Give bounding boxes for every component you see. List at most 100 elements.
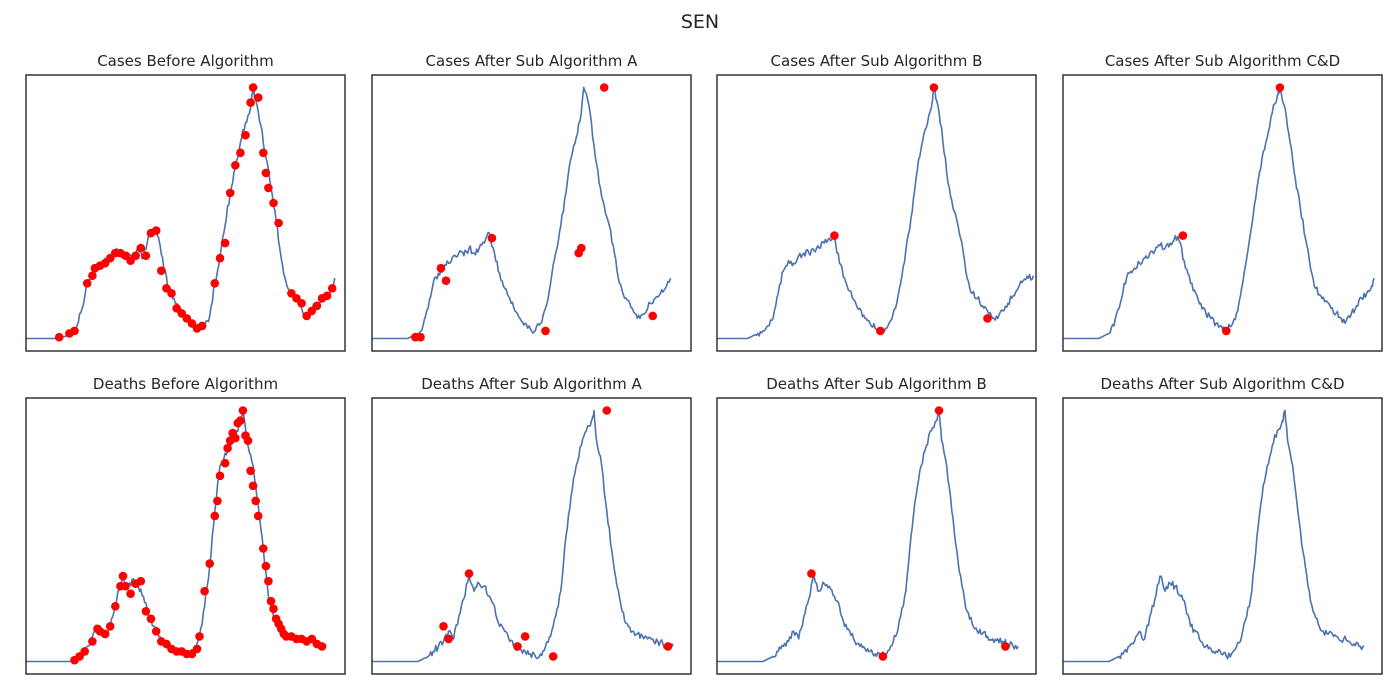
- subplot-grid: Cases Before Algorithm Cases After Sub Al…: [25, 52, 1383, 675]
- subplot-title: Deaths After Sub Algorithm B: [766, 375, 987, 393]
- subplot-title: Cases After Sub Algorithm C&D: [1105, 52, 1340, 70]
- peak-marker: [200, 586, 209, 596]
- peak-marker: [416, 332, 425, 342]
- series-line: [717, 86, 1035, 340]
- subplot-title: Cases After Sub Algorithm A: [426, 52, 639, 70]
- peak-marker: [246, 98, 255, 107]
- subplot-5: Deaths Before Algorithm: [25, 375, 346, 675]
- peak-marker: [876, 326, 885, 336]
- peak-marker: [210, 279, 220, 288]
- peak-marker: [1001, 642, 1010, 651]
- axes-frame: [716, 397, 1037, 675]
- peak-marker: [1222, 326, 1231, 336]
- peak-marker: [136, 243, 146, 253]
- subplot-4: Cases After Sub Algorithm C&D: [1062, 52, 1383, 352]
- peak-marker: [151, 627, 161, 636]
- peak-marker: [436, 263, 446, 273]
- peak-marker: [983, 314, 992, 323]
- peak-marker: [121, 581, 130, 591]
- subplot-title: Deaths After Sub Algorithm C&D: [1101, 375, 1345, 393]
- peak-marker: [444, 634, 453, 644]
- peak-marker: [1275, 83, 1285, 92]
- subplot-1: Cases Before Algorithm: [25, 52, 346, 352]
- axes-frame: [371, 397, 692, 675]
- peak-marker: [54, 332, 64, 342]
- series-line: [372, 409, 674, 663]
- peak-marker: [264, 183, 273, 193]
- peak-marker: [259, 148, 268, 158]
- peak-marker: [118, 571, 128, 581]
- peak-marker: [82, 279, 92, 288]
- peak-marker: [548, 652, 558, 661]
- peak-marker: [80, 647, 89, 656]
- peak-marker: [934, 406, 944, 415]
- peak-marker: [223, 443, 232, 453]
- peak-marker: [111, 602, 120, 611]
- peak-marker: [236, 416, 245, 425]
- subplot-title: Cases After Sub Algorithm B: [771, 52, 983, 70]
- peak-marker: [70, 326, 79, 336]
- peak-marker: [213, 496, 222, 506]
- subplot-title: Deaths Before Algorithm: [93, 375, 278, 393]
- peak-marker: [259, 544, 268, 553]
- subplot-6: Deaths After Sub Algorithm A: [371, 375, 692, 675]
- peak-marker: [141, 607, 151, 616]
- peak-marker: [126, 589, 135, 598]
- peak-marker: [88, 637, 97, 646]
- peak-marker: [157, 266, 166, 276]
- subplot-3: Cases After Sub Algorithm B: [716, 52, 1037, 352]
- series-line: [1063, 86, 1375, 340]
- peak-marker: [269, 198, 278, 208]
- peak-marker: [248, 481, 258, 491]
- axes-frame: [371, 74, 692, 352]
- peak-marker: [807, 569, 816, 578]
- figure-suptitle: SEN: [681, 11, 719, 33]
- peak-marker: [251, 496, 260, 506]
- peak-marker: [327, 284, 337, 293]
- peak-marker: [929, 83, 939, 92]
- peak-marker: [1178, 231, 1188, 240]
- axes-frame: [25, 74, 346, 352]
- peak-marker: [220, 458, 230, 468]
- peak-marker: [167, 289, 176, 298]
- peak-marker: [261, 561, 271, 571]
- peak-marker: [830, 231, 839, 240]
- peak-marker: [225, 188, 235, 198]
- subplot-title: Cases Before Algorithm: [97, 52, 274, 70]
- peak-marker: [312, 301, 322, 311]
- peak-marker: [231, 161, 240, 170]
- peak-marker: [513, 642, 522, 651]
- peak-marker: [274, 218, 283, 228]
- peak-marker: [215, 253, 225, 263]
- peak-marker: [269, 604, 278, 614]
- peak-marker: [205, 559, 214, 568]
- series-line: [26, 86, 336, 340]
- peak-marker: [88, 271, 97, 281]
- peak-marker: [577, 243, 586, 253]
- peak-marker: [322, 291, 332, 301]
- axes-frame: [25, 397, 346, 675]
- peak-marker: [210, 511, 220, 521]
- peak-marker: [648, 311, 657, 321]
- axes-frame: [716, 74, 1037, 352]
- series-line: [1063, 409, 1365, 663]
- peak-marker: [192, 644, 202, 654]
- peak-marker: [261, 168, 271, 178]
- peak-marker: [146, 614, 156, 624]
- peak-marker: [195, 632, 204, 641]
- peak-marker: [439, 622, 448, 631]
- peak-marker: [264, 576, 273, 586]
- peak-marker: [541, 326, 550, 336]
- peak-marker: [141, 251, 151, 260]
- peak-marker: [197, 321, 207, 331]
- peak-marker: [253, 93, 263, 102]
- peak-marker: [441, 276, 451, 286]
- peak-marker: [131, 251, 140, 260]
- peak-marker: [487, 233, 497, 243]
- peak-marker: [297, 299, 306, 308]
- axes-frame: [1062, 397, 1383, 675]
- series-line: [717, 409, 1019, 663]
- peak-marker: [878, 652, 888, 661]
- peak-marker: [105, 622, 115, 631]
